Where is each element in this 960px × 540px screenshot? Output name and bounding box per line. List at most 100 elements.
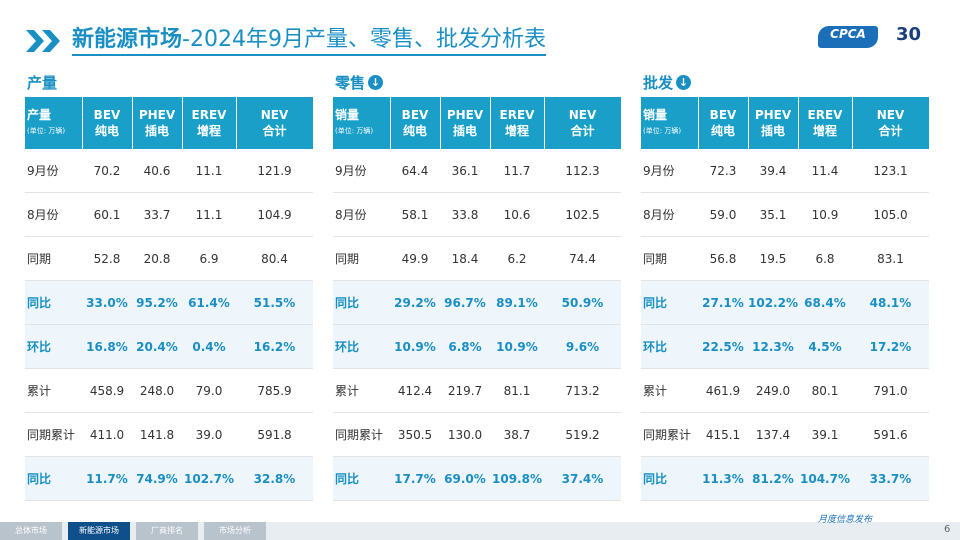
table-row: 9月份 64.4 36.1 11.7 112.3 — [333, 149, 621, 193]
table-cell: 10.9 — [798, 192, 852, 237]
arrow-icon: ↓ — [368, 75, 384, 90]
row-label: 同期 — [641, 236, 698, 281]
table-cell: 11.3% — [698, 456, 748, 501]
row-label: 累计 — [641, 368, 698, 413]
table-cell: 458.9 — [82, 368, 132, 413]
footer-tab[interactable]: 新能源市场 — [68, 522, 130, 540]
table-row: 9月份 70.2 40.6 11.1 121.9 — [25, 149, 313, 193]
table-cell: 105.0 — [852, 192, 929, 237]
header-cell: BEV 纯电 — [82, 97, 133, 149]
table-cell: 81.2% — [748, 456, 798, 501]
table-cell: 33.0% — [82, 280, 132, 325]
row-label: 环比 — [333, 324, 390, 369]
table-cell: 60.1 — [82, 192, 132, 237]
table-cell: 102.2% — [748, 280, 798, 325]
table-cell: 713.2 — [544, 368, 621, 413]
table-row: 同比 11.3% 81.2% 104.7% 33.7% — [641, 456, 929, 501]
table-cell: 61.4% — [182, 280, 236, 325]
table-row: 8月份 58.1 33.8 10.6 102.5 — [333, 192, 621, 237]
logo-text: CPCA — [830, 27, 866, 41]
table-cell: 51.5% — [236, 280, 313, 325]
table-cell: 130.0 — [440, 412, 490, 457]
column-code: BEV — [709, 108, 737, 122]
column-code: BEV — [401, 108, 429, 122]
table-cell: 0.4% — [182, 324, 236, 369]
header-name: 产量 — [27, 108, 52, 122]
table-cell: 74.9% — [132, 456, 182, 501]
table-row: 同期累计 411.0 141.8 39.0 591.8 — [25, 412, 313, 457]
table-cell: 16.8% — [82, 324, 132, 369]
logo-sub: 乘联分会 — [840, 41, 868, 49]
column-code: NEV — [568, 108, 597, 122]
table-cell: 350.5 — [390, 412, 440, 457]
header-row: 产量 (单位: 万辆) BEV 纯电 PHEV 插电 EREV 增程 NEV 合计 — [25, 97, 314, 149]
table-cell: 96.7% — [440, 280, 490, 325]
table-cell: 121.9 — [236, 149, 313, 193]
table-cell: 50.9% — [544, 280, 621, 325]
table-cell: 68.4% — [798, 280, 852, 325]
table-cell: 10.9% — [490, 324, 544, 369]
anniversary: 30 — [896, 24, 922, 45]
table-row: 8月份 59.0 35.1 10.9 105.0 — [641, 192, 929, 237]
table-cell: 39.1 — [798, 412, 852, 457]
table-row: 同期 56.8 19.5 6.8 83.1 — [641, 236, 929, 281]
page-number: 6 — [944, 524, 951, 535]
row-label: 同比 — [333, 280, 390, 325]
header-cell: PHEV 插电 — [132, 97, 183, 149]
table-row: 环比 10.9% 6.8% 10.9% 9.6% — [333, 324, 621, 369]
column-name: 增程 — [196, 124, 221, 138]
table-cell: 52.8 — [82, 236, 132, 281]
table-cell: 4.5% — [798, 324, 852, 369]
header-unit: (单位: 万辆) — [335, 127, 374, 135]
table-cell: 6.9 — [182, 236, 236, 281]
column-code: EREV — [191, 108, 227, 122]
table-cell: 33.7 — [132, 192, 182, 237]
column-code: PHEV — [754, 108, 792, 122]
table-cell: 56.8 — [698, 236, 748, 281]
table-cell: 33.7% — [852, 456, 929, 501]
row-label: 9月份 — [333, 149, 390, 193]
header-cell: 产量 (单位: 万辆) — [25, 97, 83, 149]
table-row: 同比 11.7% 74.9% 102.7% 32.8% — [25, 456, 313, 501]
logo: CPCA — [818, 26, 878, 48]
footer-tab[interactable]: 厂商排名 — [136, 522, 198, 540]
footer-tab[interactable]: 市场分析 — [204, 522, 266, 540]
row-label: 同期 — [333, 236, 390, 281]
header-unit: (单位: 万辆) — [643, 127, 682, 135]
column-name: 插电 — [760, 124, 785, 138]
table-cell: 17.7% — [390, 456, 440, 501]
header-cell: 销量 (单位: 万辆) — [333, 97, 391, 149]
title-rest: -2024年9月产量、零售、批发分析表 — [182, 27, 546, 52]
table-cell: 17.2% — [852, 324, 929, 369]
table-cell: 33.8 — [440, 192, 490, 237]
table-cell: 36.1 — [440, 149, 490, 193]
table-cell: 104.7% — [798, 456, 852, 501]
row-label: 累计 — [25, 368, 82, 413]
row-label: 同期累计 — [333, 412, 390, 457]
header-cell: NEV 合计 — [852, 97, 930, 149]
row-label: 同比 — [25, 456, 82, 501]
table-cell: 38.7 — [490, 412, 544, 457]
table-cell: 591.6 — [852, 412, 929, 457]
table-cell: 249.0 — [748, 368, 798, 413]
table-cell: 39.4 — [748, 149, 798, 193]
table-cell: 6.8 — [798, 236, 852, 281]
table-cell: 102.7% — [182, 456, 236, 501]
table-cell: 112.3 — [544, 149, 621, 193]
column-name: 合计 — [570, 124, 595, 138]
data-table: 销量 (单位: 万辆) BEV 纯电 PHEV 插电 EREV 增程 NEV 合计 9月份 64.4 3… — [333, 97, 622, 501]
table-cell: 591.8 — [236, 412, 313, 457]
row-label: 8月份 — [25, 192, 82, 237]
section-label: 产量 — [27, 72, 57, 93]
table-cell: 785.9 — [236, 368, 313, 413]
row-label: 同比 — [25, 280, 82, 325]
table-cell: 219.7 — [440, 368, 490, 413]
table-cell: 72.3 — [698, 149, 748, 193]
table-cell: 519.2 — [544, 412, 621, 457]
header-cell: EREV 增程 — [182, 97, 237, 149]
footer-tab[interactable]: 总体市场 — [0, 522, 62, 540]
table-cell: 791.0 — [852, 368, 929, 413]
table-cell: 49.9 — [390, 236, 440, 281]
table-cell: 104.9 — [236, 192, 313, 237]
title-bold: 新能源市场 — [72, 27, 183, 52]
